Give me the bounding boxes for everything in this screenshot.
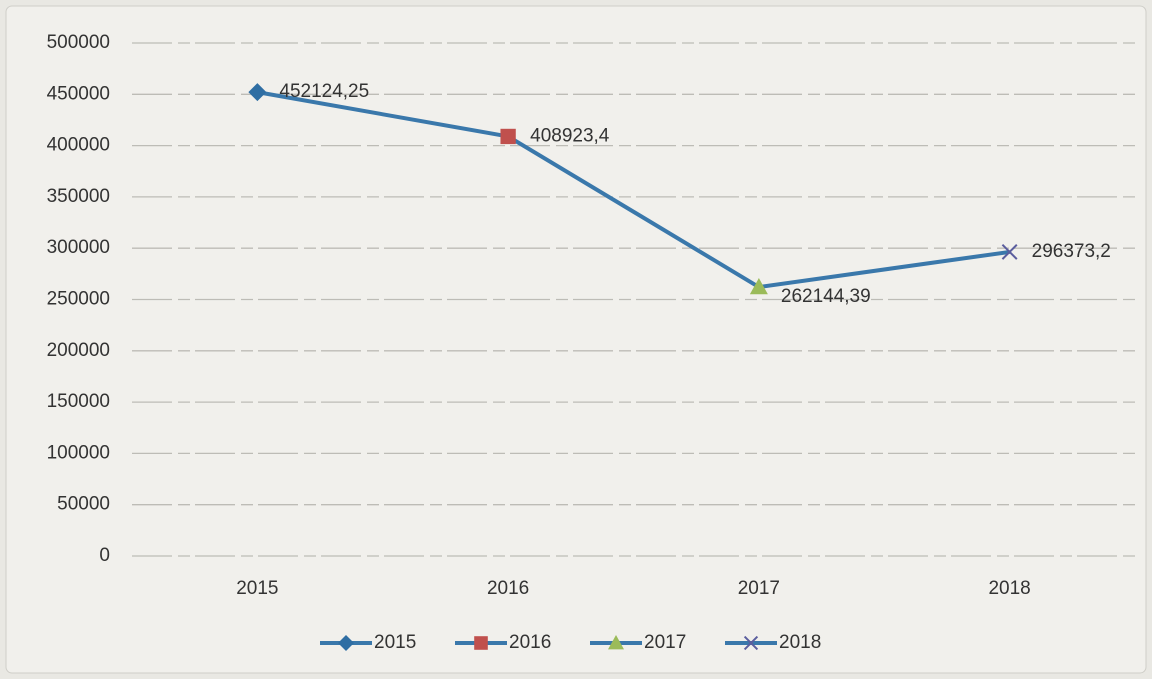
y-tick-label: 500000 — [47, 32, 110, 53]
data-line — [257, 90, 1010, 290]
legend-label: 2015 — [374, 632, 416, 653]
x-tick-label: 2016 — [487, 578, 529, 599]
y-tick-label: 150000 — [47, 391, 110, 412]
y-tick-label: 300000 — [47, 237, 110, 258]
chart-background — [5, 5, 1147, 674]
data-label: 452124,25 — [279, 81, 369, 102]
legend-label: 2017 — [644, 632, 686, 653]
legend-marker — [608, 635, 624, 650]
y-tick-label: 0 — [99, 545, 110, 566]
y-tick-label: 100000 — [47, 442, 110, 463]
y-tick-label: 50000 — [57, 494, 110, 515]
y-tick-label: 350000 — [47, 186, 110, 207]
x-tick-label: 2018 — [988, 578, 1030, 599]
y-tick-label: 250000 — [47, 289, 110, 310]
legend-marker — [743, 635, 759, 651]
legend-marker — [338, 635, 354, 651]
y-tick-label: 400000 — [47, 135, 110, 156]
x-tick-label: 2015 — [236, 578, 278, 599]
legend-label: 2016 — [509, 632, 551, 653]
data-label: 262144,39 — [781, 286, 871, 307]
data-label: 296373,2 — [1032, 241, 1111, 262]
y-tick-label: 450000 — [47, 83, 110, 104]
data-point — [500, 128, 516, 145]
data-point — [749, 278, 768, 295]
legend-marker — [474, 636, 488, 650]
data-point — [1001, 244, 1018, 260]
data-point — [248, 83, 267, 102]
y-tick-label: 200000 — [47, 340, 110, 361]
legend-label: 2018 — [779, 632, 821, 653]
x-tick-label: 2017 — [738, 578, 780, 599]
data-label: 408923,4 — [530, 125, 610, 146]
